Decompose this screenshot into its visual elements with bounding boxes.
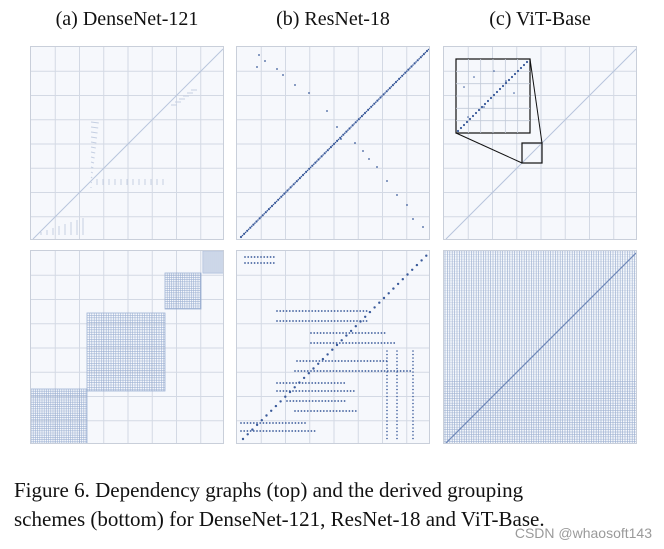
- resnet-grouping-scheme: [236, 250, 430, 444]
- figure-caption: Figure 6. Dependency graphs (top) and th…: [14, 476, 654, 534]
- grid-lines: [237, 251, 429, 443]
- densenet-grouping-scheme: [30, 250, 224, 444]
- grouping-dots: [240, 254, 428, 441]
- group-block: [86, 312, 166, 392]
- watermark: CSDN @whaosoft143: [514, 525, 652, 541]
- zoom-inset: [455, 58, 543, 164]
- title-densenet: (a) DenseNet-121: [55, 8, 199, 30]
- group-block: [202, 251, 223, 274]
- group-block: [164, 272, 202, 310]
- vit-grouping-scheme: [443, 250, 637, 444]
- grouping-lines: [444, 251, 636, 443]
- title-vit: (c) ViT-Base: [489, 8, 591, 30]
- diagonal: [445, 48, 636, 239]
- resnet-dependency-graph: [236, 46, 430, 240]
- dependency-marks: [40, 89, 197, 235]
- group-block: [31, 388, 88, 443]
- diagonal: [32, 48, 223, 239]
- dependency-dots: [239, 48, 429, 239]
- grid-lines: [31, 47, 223, 239]
- vit-dependency-graph: [443, 46, 637, 240]
- caption-line-1: Figure 6. Dependency graphs (top) and th…: [14, 478, 524, 502]
- diagonal: [445, 252, 636, 443]
- title-resnet: (b) ResNet-18: [276, 8, 390, 30]
- caption-line-2: schemes (bottom) for DenseNet-121, ResNe…: [14, 507, 545, 531]
- grouping-blocks: [31, 251, 223, 443]
- densenet-dependency-graph: [30, 46, 224, 240]
